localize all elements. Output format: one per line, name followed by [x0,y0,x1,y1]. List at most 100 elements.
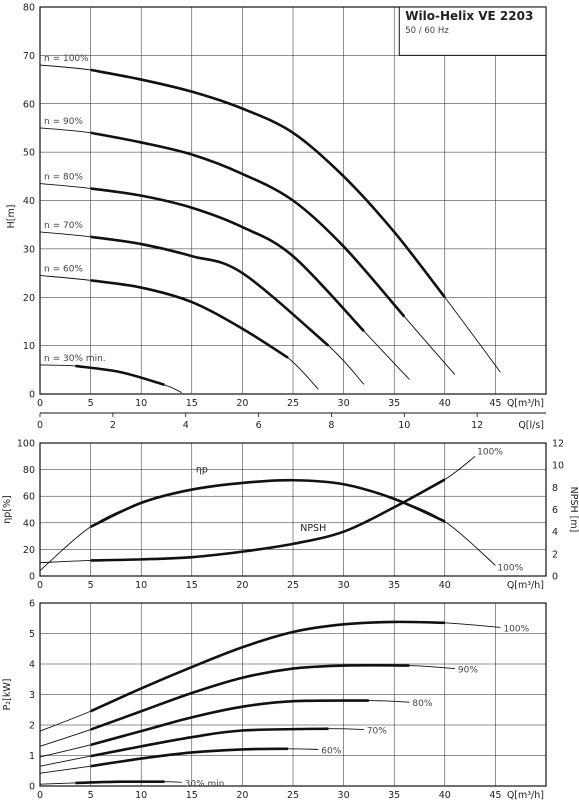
head-chart-series-4-bold-line [90,279,289,359]
head-chart-series-3-label: n = 70% [44,221,83,231]
eff-chart-x-tick-label: 20 [236,580,248,591]
head-chart-x-tick-label: 35 [388,398,400,409]
eff-chart-x-tick-label: 10 [135,580,147,591]
eff-chart-x-tick-label: 5 [88,580,94,591]
head-chart-series-1-thin-line [39,127,456,375]
head-chart-x-tick-label: 20 [236,398,248,409]
eff-chart-x-tick-label: 15 [186,580,198,591]
eff-chart-x-tick-label: 30 [338,580,350,591]
eff-chart-x-tick-label: 40 [439,580,451,591]
power-chart-x-tick-label: 25 [287,790,299,800]
eff-chart-y2-tick-label: 8 [552,483,558,494]
power-chart-x-tick-label: 20 [236,790,248,800]
chart-subtitle: 50 / 60 Hz [405,26,449,36]
head-chart-x-tick-label: 5 [88,398,94,409]
power-chart-series-4-bold-line [90,747,288,768]
head-chart-series-0-bold-line [90,68,446,299]
head-chart-x-tick-label: 15 [186,398,198,409]
eff-chart-y2-tick-label: 2 [552,549,558,560]
eff-chart-y-axis-label: ηp[%] [2,495,13,524]
eff-chart-series-1-thin-line [39,455,476,564]
eff-chart-x-tick-label: 0 [37,580,43,591]
eff-chart-y-tick-label: 40 [23,518,35,529]
head-chart-title-box [398,6,547,56]
power-chart-x-tick-label: 0 [37,790,43,800]
head-chart-ls-tick-label: 2 [110,420,116,431]
power-chart-x-tick-label: 35 [388,790,400,800]
head-chart-ls-tick-label: 0 [37,420,43,431]
power-chart-y-tick-label: 0 [29,782,35,793]
head-chart-ls-tick-label: 10 [398,420,410,431]
power-chart-series-1-label: 90% [458,666,478,676]
eff-chart-y2-tick-label: 10 [552,461,564,472]
power-chart-x-tick-label: 45 [489,790,501,800]
head-chart-frame [39,6,547,395]
power-chart-x-tick-label: 15 [186,790,198,800]
power-chart-y-tick-label: 1 [29,751,35,762]
power-chart-x-axis-label: Q[m³/h] [507,790,544,800]
eff-chart-eta-end-label: 100% [497,563,523,573]
eff-chart-x-tick-label: 35 [388,580,400,591]
head-chart-series-4-label: n = 60% [44,264,83,274]
head-chart-series-1-bold-line [90,131,406,318]
eff-chart-x-axis-label: Q[m³/h] [507,580,544,591]
power-chart-x-tick-label: 10 [135,790,147,800]
power-chart-series-2-label: 80% [412,699,432,709]
head-chart-series-5-bold-line [75,364,165,387]
power-chart-series-0-bold-line [90,620,445,713]
power-chart-y-tick-label: 3 [29,690,35,701]
eff-chart-series-0-thin-line [39,479,496,572]
power-chart-x-tick-label: 40 [439,790,451,800]
eff-chart-y-tick-label: 80 [23,465,35,476]
head-chart-x-tick-label: 45 [489,398,501,409]
power-chart-series-0-label: 100% [503,624,529,634]
eff-chart-y-tick-label: 60 [23,492,35,503]
chart-title: Wilo-Helix VE 2203 [405,9,533,23]
head-chart-y-tick-label: 0 [29,390,35,401]
eff-chart-y2-tick-label: 4 [552,527,558,538]
power-chart-series-2-bold-line [90,699,369,747]
power-chart-frame [39,602,547,787]
power-chart-series-3-bold-line [90,727,329,758]
power-chart-y-tick-label: 5 [29,629,35,640]
head-chart-x-tick-label: 25 [287,398,299,409]
eff-chart-x-tick-label: 25 [287,580,299,591]
head-chart-x-tick-label: 0 [37,398,43,409]
eff-chart-y2-tick-label: 12 [552,439,564,450]
head-chart-series-5-label: n = 30% min. [44,354,106,364]
head-chart-y-tick-label: 30 [23,244,35,255]
power-chart-x-tick-label: 30 [338,790,350,800]
head-chart-y-tick-label: 50 [23,148,35,159]
eff-chart-frame [39,442,547,577]
head-chart-y-axis-label: H[m] [6,205,17,229]
eff-chart-y2-axis-label: NPSH [m] [568,487,579,533]
eff-chart-y-tick-label: 100 [17,439,35,450]
eff-chart-npsh-label: NPSH [300,523,326,534]
power-chart-series-1-bold-line [90,663,410,731]
eff-chart-series-1-bold-line [90,478,446,562]
head-chart-series-1-label: n = 90% [44,117,83,127]
eff-chart-y2-tick-label: 6 [552,505,558,516]
head-chart-y-tick-label: 70 [23,51,35,62]
power-chart-series-5-bold-line [75,780,165,785]
head-chart-x-axis-label: Q[m³/h] [507,398,544,409]
power-chart-series-5-label: 30% min. [185,779,228,789]
power-chart-x-tick-label: 5 [88,790,94,800]
head-chart-y-tick-label: 80 [23,3,35,14]
head-chart-series-4-thin-line [39,275,319,390]
power-chart-series-3-label: 70% [367,727,387,737]
head-chart-ls-tick-label: 8 [328,420,334,431]
head-chart-ls-tick-label: 6 [256,420,262,431]
head-chart-ls-tick-label: 12 [471,420,483,431]
power-chart-y-tick-label: 4 [29,660,35,671]
head-chart-series-0-thin-line [39,64,501,373]
power-chart-y-tick-label: 2 [29,721,35,732]
power-chart-y-axis-label: P₂[kW] [2,679,13,711]
head-chart-series-3-bold-line [90,235,330,347]
head-chart-y-tick-label: 40 [23,196,35,207]
head-chart-series-5-thin-line [39,364,182,393]
eff-chart-eta-label: ηp [196,464,208,475]
eff-chart-y2-tick-label: 0 [552,572,558,583]
